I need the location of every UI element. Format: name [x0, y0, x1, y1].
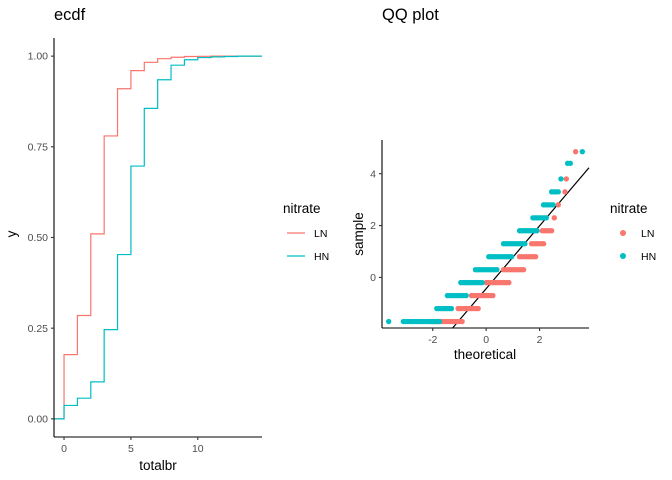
- qq-point-hn: [448, 305, 455, 312]
- qq-point-hn: [385, 318, 392, 325]
- qq-x-ticks: -2 0 2: [428, 328, 543, 346]
- qq-point-ln: [520, 266, 527, 273]
- qq-x-axis-title: theoretical: [454, 347, 516, 362]
- qq-reference-group: [452, 167, 590, 329]
- qq-point-ln: [548, 228, 555, 234]
- qq-y-tick-label: 4: [370, 168, 376, 180]
- ecdf-x-ticks: 0 5 10: [61, 437, 204, 455]
- qq-reference-line: [452, 167, 590, 329]
- ecdf-y-axis-title: y: [4, 230, 19, 237]
- qq-point-ln: [551, 215, 557, 221]
- qq-legend-label-hn: HN: [641, 251, 656, 263]
- qq-point-hn: [463, 292, 469, 299]
- qq-x-tick-label: -2: [428, 334, 437, 346]
- qq-point-hn: [550, 202, 556, 208]
- ecdf-y-tick-label: 0.75: [28, 141, 49, 153]
- ecdf-y-tick-label: 1.00: [28, 51, 49, 63]
- ecdf-series-group: [54, 55, 262, 420]
- ecdf-x-axis-title: totalbr: [139, 458, 177, 473]
- qq-point-ln: [572, 148, 579, 155]
- qq-legend: nitrate LN HN: [610, 201, 656, 263]
- qq-point-ln: [490, 292, 496, 299]
- qq-legend-key-ln: [620, 230, 626, 236]
- ecdf-line-ln: [54, 55, 262, 420]
- ecdf-x-tick-label: 0: [61, 443, 67, 455]
- qq-point-hn: [522, 241, 528, 247]
- qq-x-tick-label: 0: [483, 334, 489, 346]
- ecdf-line-hn: [54, 55, 262, 420]
- ecdf-y-tick-label: 0.50: [28, 232, 49, 244]
- qq-point-ln: [555, 202, 561, 208]
- ecdf-legend-title: nitrate: [283, 201, 321, 216]
- qq-point-ln: [540, 241, 547, 247]
- ecdf-legend: nitrate LN HN: [283, 201, 329, 263]
- qq-point-hn: [567, 160, 574, 167]
- qq-point-ln: [506, 279, 512, 286]
- qq-point-ln: [563, 176, 569, 182]
- qq-y-tick-label: 0: [370, 272, 376, 284]
- qq-point-ln: [532, 253, 539, 260]
- qq-point-hn: [543, 215, 549, 221]
- qq-point-hn: [579, 148, 586, 155]
- qq-y-ticks: 0 2 4: [370, 168, 382, 284]
- qq-title: QQ plot: [382, 6, 439, 24]
- qq-legend-title: nitrate: [610, 201, 648, 216]
- qq-y-axis-title: sample: [351, 212, 366, 256]
- qq-point-hn: [508, 253, 515, 260]
- qq-point-hn: [534, 228, 540, 234]
- qq-x-tick-label: 2: [537, 334, 543, 346]
- ecdf-panel: ecdf 0.00 0.25 0.50 0.75 1.00 0 5 10 totalbr y…: [4, 6, 329, 473]
- ecdf-y-tick-label: 0.25: [28, 323, 49, 335]
- ecdf-legend-label-hn: HN: [314, 251, 329, 263]
- qq-y-tick-label: 2: [370, 220, 376, 232]
- qq-point-hn: [494, 266, 500, 273]
- ecdf-legend-label-ln: LN: [314, 228, 327, 240]
- qq-point-hn: [436, 318, 443, 325]
- ecdf-x-tick-label: 5: [128, 443, 134, 455]
- qq-legend-label-ln: LN: [641, 228, 654, 240]
- ecdf-y-ticks: 0.00 0.25 0.50 0.75 1.00: [28, 51, 54, 425]
- qq-legend-key-hn: [620, 253, 626, 259]
- qq-points-group: [385, 148, 586, 325]
- qq-point-ln: [459, 318, 465, 325]
- qq-panel: QQ plot 0 2 4 -2 0 2 theoretical sample nitr…: [351, 6, 656, 362]
- qq-point-hn: [555, 189, 561, 195]
- qq-point-ln: [475, 305, 481, 312]
- qq-point-ln: [562, 189, 568, 195]
- ecdf-x-tick-label: 10: [192, 443, 204, 455]
- ecdf-title: ecdf: [54, 6, 86, 24]
- ecdf-y-tick-label: 0.00: [28, 413, 49, 425]
- qq-point-hn: [558, 176, 564, 182]
- qq-point-hn: [479, 279, 485, 286]
